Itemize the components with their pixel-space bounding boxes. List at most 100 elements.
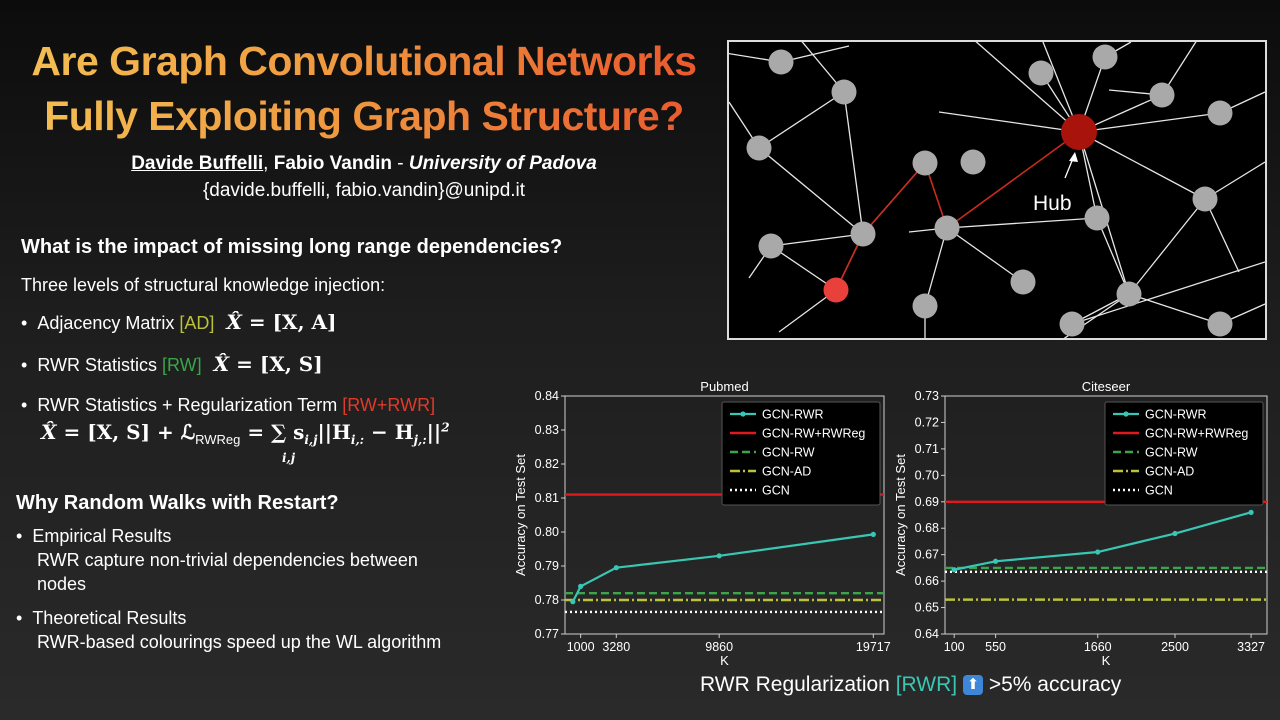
bullet-theoretical: • Theoretical Results RWR-based colourin…	[16, 608, 442, 652]
chart-title: Pubmed	[700, 379, 748, 394]
legend-marker	[1123, 411, 1129, 417]
section2-question: Why Random Walks with Restart?	[16, 492, 339, 514]
x-tick-label: 550	[985, 640, 1006, 654]
legend-entry: GCN-RWR	[1145, 408, 1207, 422]
y-tick-label: 0.71	[915, 442, 939, 456]
data-point	[870, 531, 876, 537]
legend-entry: GCN	[762, 484, 790, 498]
y-axis-label: Accuracy on Test Set	[893, 454, 908, 576]
legend-entry: GCN-RW+RWReg	[1145, 427, 1248, 441]
y-tick-label: 0.66	[915, 574, 939, 588]
graph-illustration: Hub	[727, 40, 1267, 340]
series-line-gcn-rwr	[953, 511, 1252, 571]
formula-tail3: − H	[364, 420, 414, 444]
x-tick-label: 2500	[1161, 640, 1189, 654]
graph-edge	[1204, 198, 1240, 273]
author-separator: ,	[263, 153, 274, 174]
graph-edge	[770, 233, 864, 247]
y-tick-label: 0.68	[915, 521, 939, 535]
x-axis-label: K	[1102, 653, 1111, 668]
graph-node	[768, 49, 794, 75]
graph-path-edge	[946, 131, 1080, 229]
footer-summary: RWR Regularization [RWR] ⬆ >5% accuracy	[700, 673, 1121, 697]
formula-sup: 2	[441, 420, 450, 435]
author-2: Fabio Vandin	[273, 153, 392, 174]
bullet-line: RWR-based colourings speed up the WL alg…	[37, 632, 442, 652]
formula-tail4: ||	[426, 420, 442, 444]
graph-edge	[1071, 261, 1265, 325]
graph-edge	[1096, 217, 1130, 295]
y-tick-label: 0.70	[915, 468, 939, 482]
graph-node	[758, 233, 784, 259]
formula-tail: = ∑ s	[240, 420, 305, 444]
bullet-rwr-regularization: • RWR Statistics + Regularization Term […	[21, 395, 436, 415]
bullet-label: Adjacency Matrix	[37, 313, 180, 333]
graph-node	[912, 150, 938, 176]
data-point	[570, 599, 576, 605]
graph-edge	[770, 245, 837, 291]
bullet-label: RWR Statistics	[37, 355, 162, 375]
tag-ad: [AD]	[179, 313, 215, 333]
graph-edge	[1078, 131, 1206, 200]
graph-edge	[843, 91, 864, 235]
graph-node	[831, 79, 857, 105]
formula-sum-sub: i,j	[282, 451, 296, 465]
data-point	[716, 553, 722, 559]
plot-frame	[564, 395, 885, 635]
y-tick-label: 0.81	[535, 491, 559, 505]
x-tick-label: 1660	[1084, 640, 1112, 654]
footer-text: RWR Regularization	[700, 673, 896, 696]
section1-question: What is the impact of missing long range…	[21, 236, 563, 258]
legend-entry: GCN	[1145, 484, 1173, 498]
author-emails: {davide.buffelli, fabio.vandin}@unipd.it	[202, 180, 526, 201]
graph-node	[934, 215, 960, 241]
legend-entry: GCN-RWR	[762, 408, 824, 422]
bullet-line: RWR capture non-trivial dependencies bet…	[37, 550, 418, 570]
data-point	[1248, 509, 1254, 515]
formula-rhs: = [X, S]	[229, 352, 323, 376]
formula-rhs: = [X, A]	[241, 310, 337, 334]
section1-intro: Three levels of structural knowledge inj…	[21, 275, 386, 295]
graph-node	[1207, 100, 1233, 126]
legend-box	[1104, 401, 1264, 506]
graph-node	[1084, 205, 1110, 231]
bullet-title: Theoretical Results	[32, 608, 187, 628]
footer-text-2: >5% accuracy	[982, 673, 1122, 696]
graph-edge	[938, 111, 1080, 133]
x-tick-label: 3280	[602, 640, 630, 654]
graph-edge	[1128, 198, 1206, 295]
legend-marker	[740, 411, 746, 417]
affiliation: University of Padova	[408, 153, 597, 174]
legend-entry: GCN-AD	[762, 465, 811, 479]
tag-rw: [RW]	[162, 355, 202, 375]
up-arrow-icon: ⬆	[962, 675, 983, 695]
title-line-1: Are Graph Convolutional Networks	[0, 38, 728, 85]
graph-node	[1149, 82, 1175, 108]
legend-box	[721, 401, 881, 506]
graph-hub-node	[1061, 114, 1097, 150]
y-tick-label: 0.72	[915, 415, 939, 429]
y-tick-label: 0.80	[535, 525, 559, 539]
y-tick-label: 0.64	[915, 627, 939, 641]
bullet-line: nodes	[37, 574, 87, 594]
graph-node	[1192, 186, 1218, 212]
graph-path-edge	[862, 162, 926, 235]
bullet-label: RWR Statistics + Regularization Term	[37, 395, 343, 415]
y-tick-label: 0.69	[915, 495, 939, 509]
footer-tag: [RWR]	[895, 673, 958, 696]
legend-entry: GCN-AD	[1145, 465, 1194, 479]
legend-entry: GCN-RW+RWReg	[762, 427, 865, 441]
graph-node	[850, 221, 876, 247]
formula-rhs: = [X, S] + ℒ	[56, 420, 196, 444]
plot-frame	[944, 395, 1268, 635]
y-tick-label: 0.78	[535, 593, 559, 607]
y-tick-label: 0.79	[535, 559, 559, 573]
chart-title: Citeseer	[1082, 379, 1131, 394]
hub-pointer-arrowhead	[1069, 152, 1078, 162]
graph-node	[1028, 60, 1054, 86]
graph-edge	[975, 42, 1080, 133]
graph-node	[960, 149, 986, 175]
regularization-formula: X̂ = [X, S] + ℒRWReg = ∑ si,j||Hi,: − Hj…	[41, 420, 450, 447]
formula-sub: RWReg	[195, 432, 241, 447]
data-point	[578, 583, 584, 589]
